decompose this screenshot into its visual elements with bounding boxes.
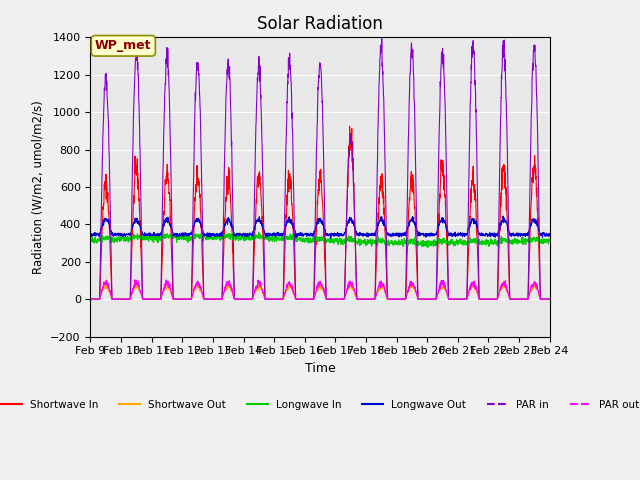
PAR in	[453, 296, 461, 302]
Shortwave In	[214, 296, 222, 302]
Shortwave Out	[546, 296, 554, 302]
Shortwave Out	[86, 296, 94, 302]
PAR out	[215, 296, 223, 302]
Longwave Out	[333, 232, 340, 238]
PAR out	[333, 296, 340, 302]
Line: Longwave Out: Longwave Out	[90, 216, 550, 238]
Title: Solar Radiation: Solar Radiation	[257, 15, 383, 33]
Shortwave In	[86, 296, 94, 302]
Shortwave In	[453, 296, 461, 302]
Legend: Shortwave In, Shortwave Out, Longwave In, Longwave Out, PAR in, PAR out: Shortwave In, Shortwave Out, Longwave In…	[0, 396, 640, 414]
Longwave In	[506, 239, 513, 245]
Longwave In	[86, 238, 94, 243]
Line: Longwave In: Longwave In	[90, 232, 550, 247]
Shortwave Out	[215, 296, 223, 302]
Shortwave In	[546, 296, 554, 302]
PAR out	[343, 288, 351, 293]
Longwave Out	[214, 232, 222, 238]
PAR out	[546, 296, 554, 302]
Longwave Out	[518, 231, 526, 237]
Longwave In	[343, 238, 351, 244]
Longwave In	[546, 237, 554, 243]
Shortwave Out	[163, 279, 171, 285]
Line: PAR out: PAR out	[90, 280, 550, 299]
Longwave Out	[506, 230, 513, 236]
PAR in	[214, 296, 222, 302]
PAR in	[333, 296, 340, 302]
PAR out	[131, 277, 139, 283]
Line: Shortwave In: Shortwave In	[90, 126, 550, 299]
PAR in	[342, 217, 350, 223]
Longwave In	[518, 234, 526, 240]
PAR in	[378, 36, 385, 41]
Line: Shortwave Out: Shortwave Out	[90, 282, 550, 299]
PAR in	[518, 296, 525, 302]
Shortwave In	[518, 296, 525, 302]
Shortwave Out	[333, 296, 340, 302]
Shortwave Out	[505, 294, 513, 300]
PAR in	[86, 296, 94, 302]
Longwave In	[214, 234, 222, 240]
PAR out	[518, 296, 525, 302]
PAR out	[505, 294, 513, 300]
PAR out	[453, 296, 461, 302]
Longwave In	[453, 240, 461, 246]
Longwave Out	[499, 213, 507, 219]
Shortwave Out	[453, 296, 461, 302]
Shortwave In	[505, 275, 513, 280]
Longwave In	[424, 244, 432, 250]
Shortwave In	[342, 217, 350, 223]
Shortwave In	[333, 296, 340, 302]
Line: PAR in: PAR in	[90, 38, 550, 299]
Shortwave In	[346, 123, 353, 129]
Longwave In	[333, 239, 340, 244]
Text: WP_met: WP_met	[95, 39, 152, 52]
PAR in	[505, 256, 513, 262]
Longwave Out	[86, 230, 94, 236]
Longwave Out	[546, 230, 554, 236]
Shortwave Out	[343, 288, 351, 294]
X-axis label: Time: Time	[305, 362, 335, 375]
Longwave Out	[453, 233, 461, 239]
Longwave Out	[327, 235, 335, 241]
Y-axis label: Radiation (W/m2, umol/m2/s): Radiation (W/m2, umol/m2/s)	[32, 100, 45, 274]
PAR in	[546, 296, 554, 302]
PAR out	[86, 296, 94, 302]
Longwave In	[255, 229, 262, 235]
Shortwave Out	[518, 296, 525, 302]
Longwave Out	[343, 223, 351, 229]
